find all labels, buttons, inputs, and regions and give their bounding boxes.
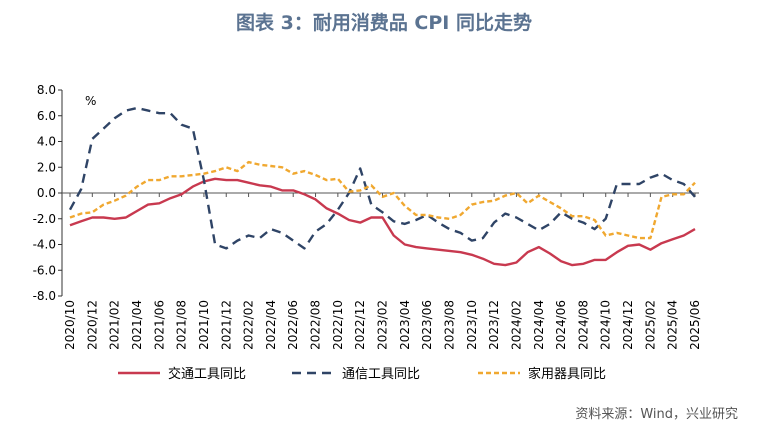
- y-tick-label: -4.0: [33, 238, 56, 252]
- x-tick-label: 2025/06: [688, 300, 702, 350]
- x-tick-label: 2025/02: [643, 300, 657, 350]
- x-tick-label: 2024/04: [532, 300, 546, 350]
- x-tick-label: 2023/04: [398, 300, 412, 350]
- series-line-3: [69, 160, 696, 240]
- x-tick-label: 2024/12: [621, 300, 635, 350]
- x-tick-label: 2021/10: [197, 300, 211, 350]
- x-tick-label: 2024/02: [509, 300, 523, 350]
- x-tick-label: 2023/06: [420, 300, 434, 350]
- legend-label-2: 通信工具同比: [342, 367, 420, 382]
- x-tick-label: 2021/02: [108, 300, 122, 350]
- y-unit-label: %: [85, 94, 96, 108]
- y-tick-label: -2.0: [33, 212, 56, 226]
- source-note: 资料来源：Wind，兴业研究: [575, 407, 738, 422]
- y-tick-label: 2.0: [37, 160, 56, 174]
- series-line-2: [68, 106, 696, 250]
- chart-title: 图表 3：耐用消费品 CPI 同比走势: [235, 12, 532, 34]
- x-tick-label: 2025/04: [666, 300, 680, 350]
- x-tick-label: 2022/04: [264, 300, 278, 350]
- x-tick-label: 2022/12: [353, 300, 367, 350]
- y-tick-label: 8.0: [37, 83, 56, 97]
- x-tick-label: 2021/08: [175, 300, 189, 350]
- legend-label-1: 交通工具同比: [168, 366, 246, 382]
- legend-label-3: 家用器具同比: [528, 366, 606, 382]
- y-tick-label: -8.0: [33, 289, 56, 303]
- x-tick-label: 2024/06: [554, 300, 568, 350]
- series-line-1: [69, 177, 696, 267]
- x-tick-label: 2021/06: [152, 300, 166, 350]
- x-tick-label: 2021/12: [219, 300, 233, 350]
- y-tick-label: 0.0: [37, 186, 56, 200]
- y-tick-label: -6.0: [33, 263, 56, 277]
- x-tick-label: 2022/10: [331, 300, 345, 350]
- x-tick-label: 2024/10: [599, 300, 613, 350]
- x-tick-label: 2021/04: [130, 300, 144, 350]
- x-tick-label: 2022/02: [242, 300, 256, 350]
- x-tick-label: 2020/12: [85, 300, 99, 350]
- x-tick-label: 2022/08: [309, 300, 323, 350]
- x-tick-label: 2020/10: [63, 300, 77, 350]
- x-tick-label: 2023/02: [376, 300, 390, 350]
- x-tick-label: 2023/12: [487, 300, 501, 350]
- y-tick-label: 4.0: [37, 135, 56, 149]
- x-tick-label: 2024/08: [576, 300, 590, 350]
- x-tick-label: 2023/10: [465, 300, 479, 350]
- y-tick-label: 6.0: [37, 109, 56, 123]
- x-tick-label: 2023/08: [442, 300, 456, 350]
- x-tick-label: 2022/06: [286, 300, 300, 350]
